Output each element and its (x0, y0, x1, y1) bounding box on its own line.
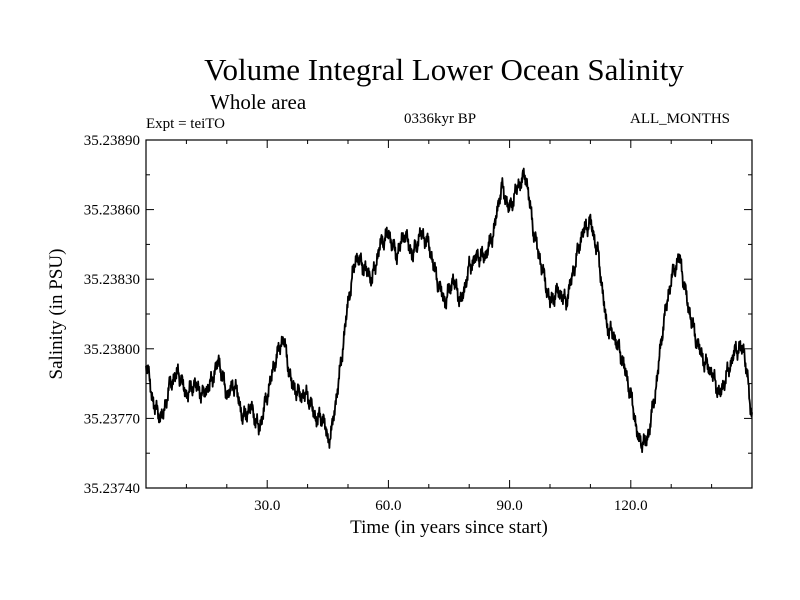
x-tick-label: 60.0 (375, 498, 401, 514)
experiment-label: Expt = teiTO (146, 116, 226, 132)
y-axis-label: Salinity (in PSU) (46, 249, 67, 380)
plot-frame (145, 139, 753, 489)
x-tick-label: 90.0 (496, 498, 522, 514)
y-tick-label: 35.23890 (84, 133, 140, 149)
chart-title: Volume Integral Lower Ocean Salinity (204, 52, 684, 87)
x-tick-label: 30.0 (254, 498, 280, 514)
y-tick-label: 35.23740 (84, 481, 140, 497)
y-tick-label: 35.23770 (84, 411, 140, 427)
months-label: ALL_MONTHS (630, 111, 730, 127)
y-tick-label: 35.23830 (84, 272, 140, 288)
x-axis-label: Time (in years since start) (350, 517, 548, 538)
period-label: 0336kyr BP (404, 111, 477, 127)
y-tick-label: 35.23800 (84, 342, 140, 358)
x-tick-label: 120.0 (614, 498, 648, 514)
y-tick-label: 35.23860 (84, 203, 140, 219)
chart-subtitle: Whole area (210, 90, 307, 114)
series-line-salinity (145, 167, 753, 454)
